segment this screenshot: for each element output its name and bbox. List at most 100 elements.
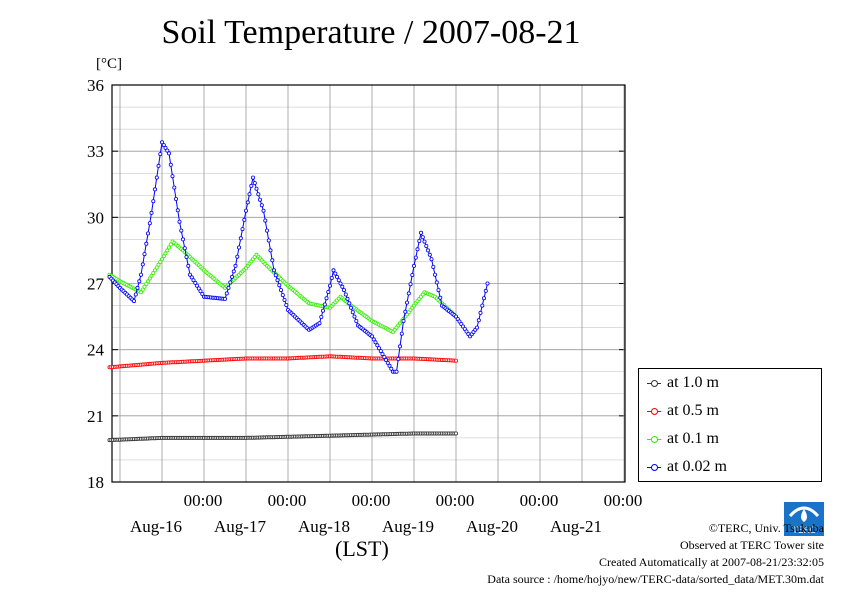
series-point (166, 245, 171, 250)
series-point (284, 302, 289, 307)
series-point (144, 282, 149, 287)
series-point (422, 239, 427, 244)
series-point (434, 280, 439, 285)
series-point (166, 151, 171, 156)
y-tick-label: 30 (87, 208, 104, 227)
series-point (238, 236, 243, 241)
series-point (170, 174, 175, 179)
series-point (240, 227, 245, 232)
series-point (397, 344, 402, 349)
series-point (432, 272, 437, 277)
copyright-text: ©TERC, Univ. Tsukuba (708, 521, 824, 535)
series-point (154, 175, 159, 180)
series-point (273, 273, 278, 278)
legend-item-1m: at 1.0 m (647, 373, 719, 393)
x-tick-time: 00:00 (268, 491, 307, 510)
series-point (222, 296, 227, 301)
series-point (338, 281, 343, 286)
series-point (415, 247, 420, 252)
y-tick-label: 36 (87, 76, 104, 95)
y-tick-label: 33 (87, 142, 104, 161)
series-point (317, 321, 322, 326)
series-point (177, 219, 182, 224)
series-point (193, 280, 198, 285)
series-point (382, 354, 387, 359)
series-point (173, 196, 178, 201)
series-point (135, 285, 140, 290)
series-point (152, 268, 157, 273)
series-point (137, 279, 142, 284)
series-point (483, 288, 488, 293)
series-point (168, 242, 173, 247)
series-point (257, 197, 262, 202)
series-point (158, 259, 163, 264)
series-point (340, 284, 345, 289)
series-point (474, 325, 479, 330)
series-point (182, 246, 187, 251)
series-point (168, 162, 173, 167)
series-point (151, 270, 156, 275)
series-point (408, 282, 413, 287)
series-point (263, 218, 268, 223)
series-point (389, 366, 394, 371)
x-tick-date: Aug-17 (214, 517, 266, 536)
series-point (142, 252, 147, 257)
created-text: Created Automatically at 2007-08-21/23:3… (599, 555, 824, 569)
series-point (147, 221, 152, 226)
x-tick-date: Aug-21 (550, 517, 602, 536)
series-point (145, 231, 150, 236)
x-tick-date: Aug-19 (382, 517, 434, 536)
series-point (417, 238, 422, 243)
series-point (429, 257, 434, 262)
x-tick-time: 00:00 (520, 491, 559, 510)
series-point (186, 263, 191, 268)
logo-text: TERC (791, 526, 815, 536)
legend-item-05m: at 0.5 m (647, 401, 719, 421)
series-point (249, 183, 254, 188)
series-point (424, 243, 429, 248)
series-point (478, 310, 483, 315)
series-point (336, 278, 341, 283)
series-point (413, 255, 418, 260)
series-point (376, 346, 381, 351)
series-point (147, 276, 152, 281)
series-point (138, 272, 143, 277)
series-point (373, 340, 378, 345)
x-tick-date: Aug-20 (466, 517, 518, 536)
series-point (149, 210, 154, 215)
series-point (156, 262, 161, 267)
series-point (152, 187, 157, 192)
x-tick-time: 00:00 (184, 491, 223, 510)
y-unit-label: [°C] (96, 56, 122, 72)
series-point (333, 271, 338, 276)
series-point (345, 296, 350, 301)
series-point (387, 363, 392, 368)
series-point (383, 357, 388, 362)
series-point (200, 291, 205, 296)
series-point (180, 237, 185, 242)
legend-item-002m: at 0.02 m (647, 457, 727, 477)
series-point (163, 145, 168, 150)
series-point (247, 192, 252, 197)
series-point (399, 331, 404, 336)
series-point (261, 208, 266, 213)
credits: ©TERC, Univ. Tsukuba Observed at TERC To… (487, 520, 824, 588)
series-point (385, 360, 390, 365)
series-point (319, 314, 324, 319)
x-axis-label: (LST) (335, 536, 389, 561)
series-point (245, 200, 250, 205)
legend-marker-icon (647, 435, 661, 443)
series-point (324, 296, 329, 301)
series-point (189, 275, 194, 280)
chart-title: Soil Temperature / 2007-08-21 (161, 14, 581, 51)
series-point (224, 291, 229, 296)
series-point (480, 303, 485, 308)
series-point (242, 217, 247, 222)
series-point (453, 358, 458, 363)
series-point (341, 288, 346, 293)
series-point (250, 175, 255, 180)
series-point (266, 238, 271, 243)
series-point (326, 289, 331, 294)
series-point (236, 245, 241, 250)
x-tick-time: 00:00 (604, 491, 643, 510)
